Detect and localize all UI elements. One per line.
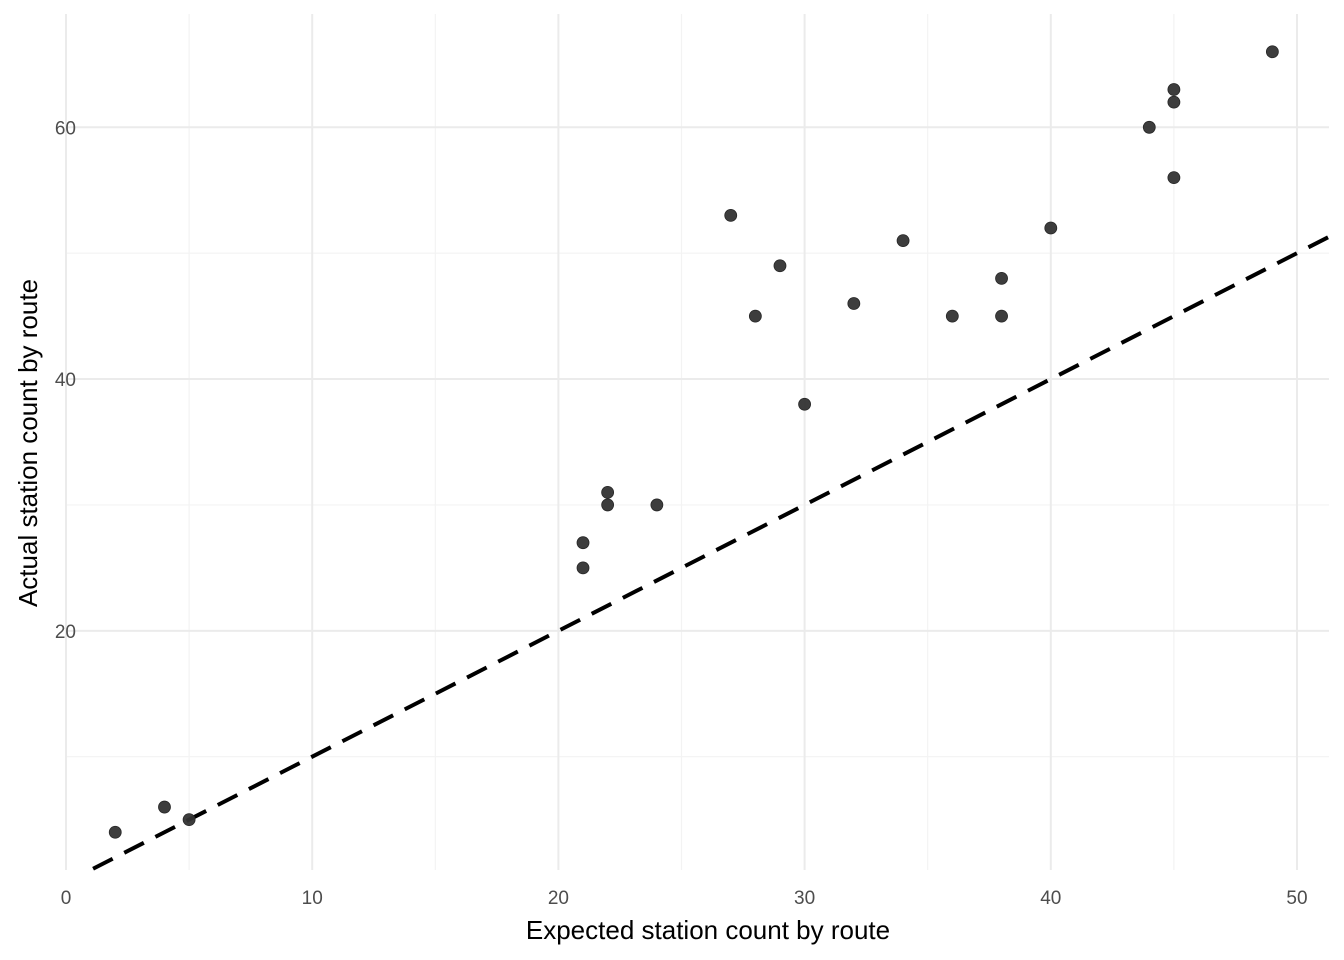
data-point — [601, 498, 615, 512]
data-point — [847, 297, 861, 310]
data-point — [748, 309, 762, 323]
data-point — [724, 209, 738, 222]
data-point — [1167, 95, 1181, 109]
data-point — [182, 813, 196, 827]
data-point — [945, 309, 959, 323]
data-point — [798, 397, 811, 411]
x-tick-label: 20 — [548, 888, 569, 909]
data-point — [1265, 45, 1279, 59]
data-point — [576, 536, 590, 550]
data-point — [601, 485, 615, 499]
major-gridlines — [65, 14, 1329, 870]
data-point — [158, 800, 171, 814]
x-axis-title: Expected station count by route — [526, 915, 890, 945]
data-point — [1167, 171, 1181, 185]
data-point — [1044, 221, 1058, 235]
x-tick-label: 10 — [302, 888, 323, 909]
data-point — [995, 271, 1008, 285]
x-tick-label: 0 — [61, 888, 72, 909]
reference-line — [92, 235, 1330, 871]
y-tick-label: 40 — [55, 370, 76, 391]
data-point — [896, 234, 910, 247]
y-axis-tick-labels: 20 40 60 — [55, 118, 76, 643]
reference-line-layer — [92, 235, 1330, 871]
data-point — [995, 309, 1008, 323]
x-tick-label: 40 — [1040, 888, 1061, 909]
data-point — [1142, 120, 1156, 134]
x-tick-label: 50 — [1286, 888, 1307, 909]
data-point — [650, 498, 664, 512]
data-point — [108, 825, 122, 839]
y-tick-label: 60 — [55, 118, 76, 139]
x-axis-tick-labels: 0 10 20 30 40 50 — [61, 888, 1308, 909]
data-points — [108, 45, 1279, 839]
x-tick-label: 30 — [794, 888, 815, 909]
y-tick-label: 20 — [55, 622, 76, 643]
data-point — [576, 561, 590, 575]
y-axis-title: Actual station count by route — [13, 279, 43, 607]
data-point — [1167, 83, 1181, 96]
minor-gridlines — [66, 14, 1329, 870]
data-point — [773, 259, 787, 273]
